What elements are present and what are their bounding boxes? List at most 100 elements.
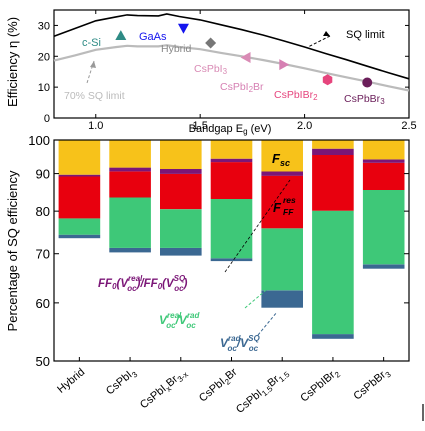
sq-limit-curve bbox=[53, 13, 410, 80]
bar-segment-vreal-vrad bbox=[210, 199, 253, 259]
cspbi3-marker bbox=[240, 52, 251, 64]
bar-segment-vrad-vsq bbox=[160, 247, 202, 256]
category-label: Hybrid bbox=[55, 366, 87, 396]
bottom-y-tick-label: 100 bbox=[28, 133, 50, 148]
category-label: CsPbI2Br bbox=[197, 366, 241, 406]
bottom-y-tick-label: 80 bbox=[36, 204, 50, 219]
bar-segment-vreal-vrad bbox=[312, 210, 354, 335]
bottom-ticks: 50 60 70 80 90 100 bbox=[28, 133, 409, 369]
sq-limit-pointer bbox=[307, 35, 331, 48]
bar-segment-ffres bbox=[58, 176, 101, 219]
bar-segment-vrad-vsq bbox=[261, 290, 303, 308]
sq-limit-arrowhead bbox=[323, 31, 330, 36]
bar-segment-ffres bbox=[362, 162, 405, 190]
seventy-sq-limit-label: 70% SQ limit bbox=[64, 90, 125, 102]
bar-segment-vrad-vsq bbox=[362, 264, 405, 269]
gaas-label: GaAs bbox=[139, 31, 167, 43]
cspbbr3-marker bbox=[362, 77, 373, 88]
top-plot-frame bbox=[53, 9, 410, 119]
top-y-axis-label: Efficiency η (%) bbox=[5, 17, 20, 107]
ffres-annotation: F bbox=[273, 200, 282, 215]
ff0-ratio-annotation: FF0(Vreal oc)/FF0(VSQ oc) bbox=[98, 274, 188, 293]
top-x-tick-label: 1.0 bbox=[88, 120, 103, 132]
bar-segment-ff0-ratio bbox=[109, 167, 151, 172]
bar-segment-vreal-vrad bbox=[160, 209, 202, 248]
top-x-tick-label: 2.5 bbox=[401, 120, 416, 132]
category-label: CsPbIxBr3-x bbox=[138, 366, 190, 413]
ffres-sub: FF bbox=[283, 207, 294, 217]
bar-segment-ffres bbox=[312, 155, 354, 211]
bar-segment-ffres bbox=[261, 175, 303, 229]
cspbi3-label: CsPbI3 bbox=[194, 63, 228, 76]
bar-segment-vreal-vrad bbox=[58, 218, 101, 235]
top-y-tick-label: 0 bbox=[44, 113, 50, 125]
top-x-tick-label: 1.5 bbox=[193, 120, 208, 132]
cspbibr2-marker bbox=[322, 74, 333, 86]
category-label: CsPbIBr2 bbox=[298, 366, 342, 406]
bar-segment-fsc bbox=[261, 140, 303, 172]
bar-segment-fsc bbox=[160, 140, 202, 169]
bar-segment-ffres bbox=[109, 171, 151, 198]
bar-segment-vrad-vsq bbox=[109, 247, 151, 253]
bar-segment-fsc bbox=[312, 140, 354, 149]
bottom-y-axis-label: Percentage of SQ efficiency bbox=[5, 170, 20, 331]
top-series bbox=[53, 13, 410, 92]
bar-segment-vrad-vsq bbox=[210, 258, 253, 262]
bar-segment-fsc bbox=[109, 140, 151, 168]
bar-segment-fsc bbox=[362, 140, 405, 160]
cspbibr2-label: CsPbIBr2 bbox=[274, 89, 318, 102]
bottom-y-tick-label: 60 bbox=[36, 296, 50, 311]
voc-rad-sq-annotation: Vrad oc/VSQ oc bbox=[220, 334, 260, 353]
bar-segment-vrad-vsq bbox=[58, 234, 101, 239]
c-si-marker bbox=[115, 30, 127, 41]
bar-segment-ff0-ratio bbox=[261, 171, 303, 176]
bar-segment-vreal-vrad bbox=[362, 189, 405, 265]
bar-segment-ff0-ratio bbox=[160, 169, 202, 174]
category-label: CsPbI1.5Br1.5 bbox=[234, 366, 292, 418]
bar-segment-ffres bbox=[210, 162, 253, 199]
fsc-annotation: Fsc bbox=[272, 151, 290, 168]
bar-segment-fsc bbox=[58, 140, 101, 175]
cspbi2br-label: CsPbI2Br bbox=[220, 81, 264, 94]
seventy-sq-pointer bbox=[86, 60, 95, 84]
hybrid-marker bbox=[205, 37, 217, 49]
bar-segment-ff0-ratio bbox=[312, 148, 354, 155]
category-label: CsPbBr3 bbox=[351, 366, 393, 404]
voc-real-rad-pointer bbox=[244, 284, 273, 309]
cspbbr3-label: CsPbBr3 bbox=[344, 93, 385, 106]
hybrid-label: Hybrid bbox=[161, 43, 192, 55]
top-y-tick-label: 30 bbox=[38, 20, 50, 32]
sq-limit-label: SQ limit bbox=[346, 29, 385, 41]
top-ticks: 1.0 1.5 2.0 2.5 0 10 20 30 bbox=[38, 10, 417, 132]
bottom-y-tick-label: 70 bbox=[36, 247, 50, 262]
cspbi2br-marker bbox=[279, 59, 290, 71]
seventy-sq-limit-curve bbox=[53, 44, 410, 92]
bar-segment-ff0-ratio bbox=[362, 159, 405, 163]
gaas-marker bbox=[177, 23, 189, 34]
ff0-ratio-pointer bbox=[224, 179, 291, 273]
efficiency-vs-bandgap-plot: 1.0 1.5 2.0 2.5 0 10 20 30 Efficiency η (%) Ban… bbox=[5, 9, 417, 136]
ffres-sup: res bbox=[283, 195, 296, 205]
bottom-y-tick-label: 90 bbox=[36, 167, 50, 182]
bar-segment-vrad-vsq bbox=[312, 334, 354, 339]
bar-segment-ff0-ratio bbox=[58, 174, 101, 177]
voc-rad-sq-pointer bbox=[257, 311, 278, 336]
top-x-tick-label: 2.0 bbox=[297, 120, 312, 132]
top-device-markers bbox=[115, 23, 373, 88]
c-si-label: c-Si bbox=[82, 37, 101, 49]
top-x-axis-label: Bandgap Eg (eV) bbox=[189, 123, 272, 136]
top-y-tick-label: 10 bbox=[38, 82, 50, 94]
top-y-tick-label: 20 bbox=[38, 51, 50, 63]
voc-real-rad-annotation: Vreal oc/Vrad oc bbox=[159, 311, 201, 330]
category-label: CsPbI3 bbox=[104, 366, 140, 399]
seventy-sq-arrowhead bbox=[90, 61, 96, 68]
stacked-bars bbox=[58, 140, 405, 339]
bar-segment-ff0-ratio bbox=[210, 158, 253, 163]
bar-segment-vreal-vrad bbox=[261, 228, 303, 291]
bar-segment-vreal-vrad bbox=[109, 197, 151, 248]
bottom-y-tick-label: 50 bbox=[36, 354, 50, 369]
bar-segment-ffres bbox=[160, 173, 202, 210]
